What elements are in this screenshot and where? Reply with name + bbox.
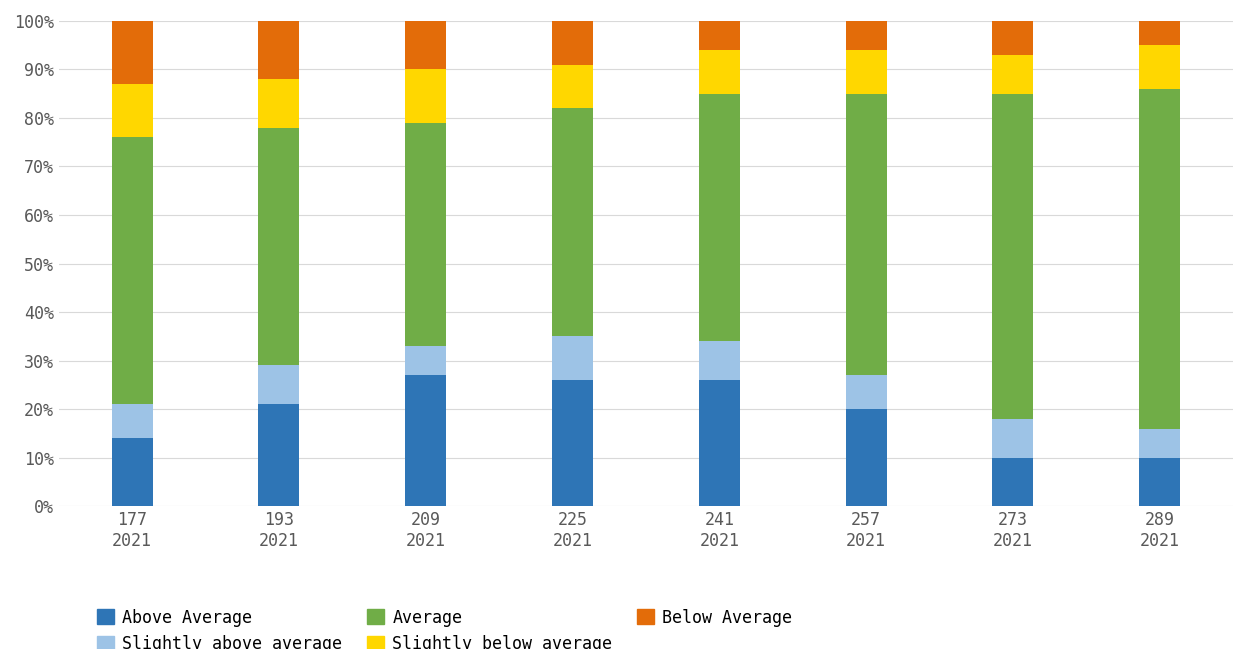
Bar	[405, 69, 446, 123]
Bar	[698, 341, 739, 380]
Bar	[845, 93, 887, 375]
Bar	[552, 108, 594, 336]
Bar	[258, 21, 299, 79]
Bar	[258, 128, 299, 365]
Bar	[845, 21, 887, 50]
Bar	[552, 64, 594, 108]
Bar	[258, 79, 299, 128]
Bar	[1140, 458, 1180, 506]
Bar	[993, 458, 1034, 506]
Bar	[258, 365, 299, 404]
Bar	[111, 138, 152, 404]
Bar	[993, 55, 1034, 93]
Bar	[993, 419, 1034, 458]
Bar	[845, 409, 887, 506]
Bar	[405, 21, 446, 69]
Bar	[258, 404, 299, 506]
Bar	[552, 380, 594, 506]
Bar	[405, 375, 446, 506]
Bar	[698, 21, 739, 50]
Bar	[845, 50, 887, 93]
Bar	[552, 336, 594, 380]
Bar	[405, 123, 446, 346]
Bar	[1140, 45, 1180, 89]
Bar	[1140, 89, 1180, 428]
Bar	[1140, 21, 1180, 45]
Bar	[552, 21, 594, 64]
Bar	[111, 84, 152, 138]
Bar	[698, 380, 739, 506]
Bar	[698, 93, 739, 341]
Bar	[698, 50, 739, 93]
Bar	[993, 21, 1034, 55]
Bar	[111, 438, 152, 506]
Bar	[111, 21, 152, 84]
Bar	[405, 346, 446, 375]
Bar	[111, 404, 152, 438]
Legend: Above Average, Slightly above average, Average, Slightly below average, Below Av: Above Average, Slightly above average, A…	[91, 602, 799, 649]
Bar	[993, 93, 1034, 419]
Bar	[1140, 428, 1180, 458]
Bar	[845, 375, 887, 409]
